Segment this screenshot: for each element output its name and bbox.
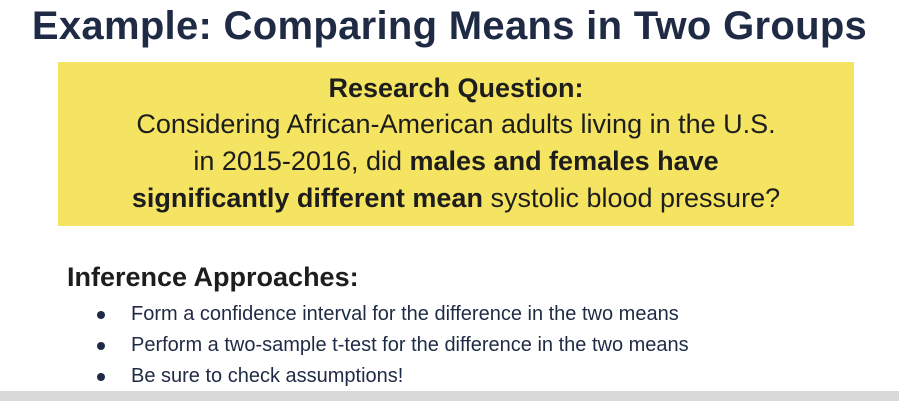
research-question-line-2-emphasis: males and females have: [409, 146, 719, 176]
list-item: Form a confidence interval for the diffe…: [97, 299, 689, 330]
bottom-bar: [0, 391, 899, 401]
list-item-text: Perform a two-sample t-test for the diff…: [131, 334, 689, 356]
research-question-line-2-text: in 2015-2016, did: [193, 146, 410, 176]
bullet-icon: [97, 372, 105, 381]
inference-approaches-list: Form a confidence interval for the diffe…: [97, 299, 689, 392]
list-item: Be sure to check assumptions!: [97, 361, 689, 392]
list-item-text: Form a confidence interval for the diffe…: [131, 303, 679, 325]
research-question-line-2: in 2015-2016, did males and females have: [58, 143, 854, 180]
research-question-box: Research Question: Considering African-A…: [58, 62, 854, 226]
bullet-icon: [97, 341, 105, 350]
list-item-text: Be sure to check assumptions!: [131, 365, 404, 387]
research-question-line-3: significantly different mean systolic bl…: [58, 180, 854, 217]
list-item: Perform a two-sample t-test for the diff…: [97, 330, 689, 361]
inference-approaches-heading: Inference Approaches:: [67, 262, 359, 292]
research-question-line-3-emphasis: significantly different mean: [131, 183, 483, 213]
research-question-line-1: Considering African-American adults livi…: [136, 109, 776, 139]
research-question-line-3-text: systolic blood pressure?: [482, 183, 781, 213]
bullet-icon: [97, 310, 105, 319]
research-question-heading: Research Question:: [328, 73, 584, 103]
slide-title: Example: Comparing Means in Two Groups: [31, 4, 868, 48]
